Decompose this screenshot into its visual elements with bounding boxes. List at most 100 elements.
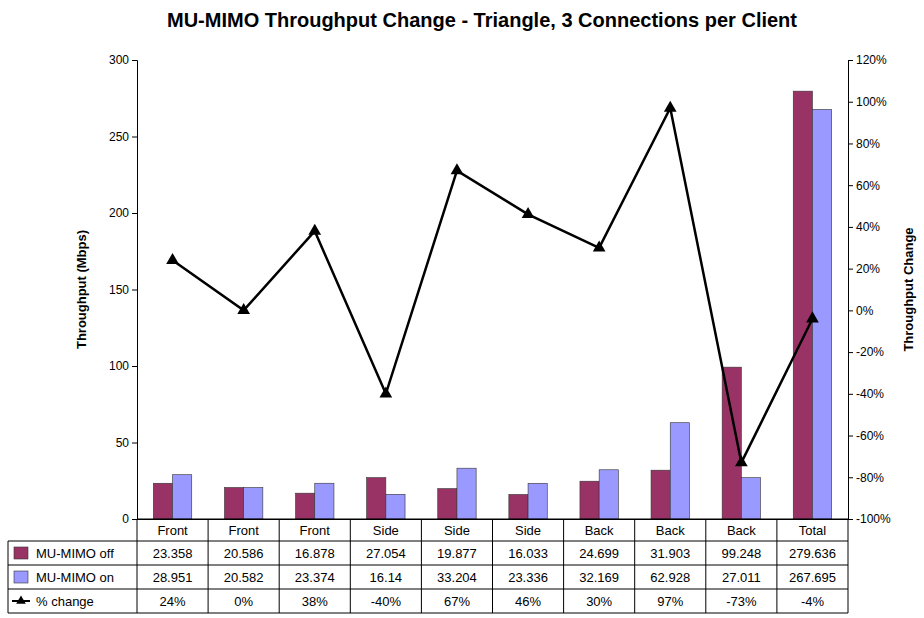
tick: Total xyxy=(799,519,827,538)
tick: Front xyxy=(228,519,259,538)
tick-label: 80% xyxy=(856,137,880,151)
marker xyxy=(166,253,179,264)
plot-area xyxy=(153,91,831,519)
tick: Front xyxy=(300,519,331,538)
tick: 150 xyxy=(109,283,137,297)
legend-key xyxy=(14,571,28,583)
table-rule xyxy=(705,519,706,613)
table-cell: 24.699 xyxy=(579,546,619,561)
tick-mark xyxy=(848,519,853,520)
axis-line xyxy=(132,61,138,520)
table-cell: 24% xyxy=(160,594,186,609)
tick: 50 xyxy=(116,436,137,450)
table-cell: 19.877 xyxy=(437,546,477,561)
tick-mark xyxy=(848,310,853,311)
tick-mark xyxy=(132,366,137,367)
legend-label: MU-MIMO off xyxy=(36,546,114,561)
marker xyxy=(237,303,250,314)
table-rule xyxy=(848,519,849,613)
bar xyxy=(315,483,334,519)
tick-label: -20% xyxy=(856,345,884,359)
bar xyxy=(173,475,192,519)
tick-label: Side xyxy=(444,523,470,538)
tick-label: 20% xyxy=(856,262,880,276)
bar xyxy=(296,493,315,519)
bar xyxy=(793,91,812,519)
table-cell: 62.928 xyxy=(650,570,690,585)
tick-label: 120% xyxy=(856,53,887,67)
tick: Side xyxy=(373,519,399,538)
legend-key xyxy=(14,547,28,559)
tick-mark xyxy=(132,137,137,138)
marker xyxy=(593,240,606,251)
bar xyxy=(528,483,547,519)
table-cell: 27.054 xyxy=(366,546,406,561)
table-rule xyxy=(208,519,209,613)
bar xyxy=(741,478,760,519)
table-cell: 20.586 xyxy=(224,546,264,561)
legend-key xyxy=(16,595,26,603)
tick-label: -80% xyxy=(856,471,884,485)
table-cell: 67% xyxy=(444,594,470,609)
tick-label: -100% xyxy=(856,512,891,526)
tick: 300 xyxy=(109,53,137,67)
table-cell: -73% xyxy=(726,594,757,609)
tick-mark xyxy=(848,269,853,270)
tick: Back xyxy=(585,519,614,538)
axis-line xyxy=(849,61,854,520)
table-cell: 38% xyxy=(302,594,328,609)
tick-mark xyxy=(848,477,853,478)
bar xyxy=(651,470,670,519)
bar xyxy=(153,483,172,519)
table-rule xyxy=(634,519,635,613)
tick-label: 300 xyxy=(109,53,129,67)
tick-mark xyxy=(848,102,853,103)
bar xyxy=(670,423,689,519)
line xyxy=(173,108,813,463)
table-cell: -40% xyxy=(371,594,402,609)
tick: Back xyxy=(727,519,756,538)
tick: -60% xyxy=(848,429,884,443)
marker xyxy=(379,386,392,397)
table-rule xyxy=(8,565,848,566)
tick: Front xyxy=(157,519,188,538)
marker xyxy=(308,224,321,235)
bar-series xyxy=(173,109,832,519)
bar xyxy=(224,488,243,519)
tick-mark xyxy=(132,213,137,214)
tick: 80% xyxy=(848,137,880,151)
table-rule xyxy=(492,519,493,613)
bar xyxy=(599,470,618,519)
tick-label: Front xyxy=(300,523,331,538)
tick: 100% xyxy=(848,95,887,109)
legend-label: MU-MIMO on xyxy=(36,570,114,585)
tick-label: -60% xyxy=(856,429,884,443)
table-rule xyxy=(8,541,848,542)
marker xyxy=(735,455,748,466)
tick-mark xyxy=(848,436,853,437)
table-rule xyxy=(8,613,848,614)
tick-mark xyxy=(848,185,853,186)
bar xyxy=(580,481,599,519)
tick-mark xyxy=(848,352,853,353)
tick-mark xyxy=(848,143,853,144)
data-table: MU-MIMO off23.35820.58616.87827.05419.87… xyxy=(8,519,848,613)
tick-mark xyxy=(848,227,853,228)
tick: 120% xyxy=(848,53,887,67)
chart-container: MU-MIMO Throughput Change - Triangle, 3 … xyxy=(0,0,924,618)
tick-mark xyxy=(848,60,853,61)
table-rule xyxy=(8,541,9,613)
tick-label: Back xyxy=(727,523,756,538)
y-axis-title: Throughput (Mbps) xyxy=(74,230,89,349)
tick-label: Back xyxy=(585,523,614,538)
tick: Back xyxy=(656,519,685,538)
tick-mark xyxy=(132,290,137,291)
tick: -20% xyxy=(848,345,884,359)
tick-label: Front xyxy=(157,523,188,538)
tick-label: 40% xyxy=(856,220,880,234)
table-cell: 16.878 xyxy=(295,546,335,561)
chart-title: MU-MIMO Throughput Change - Triangle, 3 … xyxy=(167,9,797,31)
marker xyxy=(806,311,819,322)
table-cell: 46% xyxy=(515,594,541,609)
chart-svg: MU-MIMO Throughput Change - Triangle, 3 … xyxy=(0,0,924,618)
